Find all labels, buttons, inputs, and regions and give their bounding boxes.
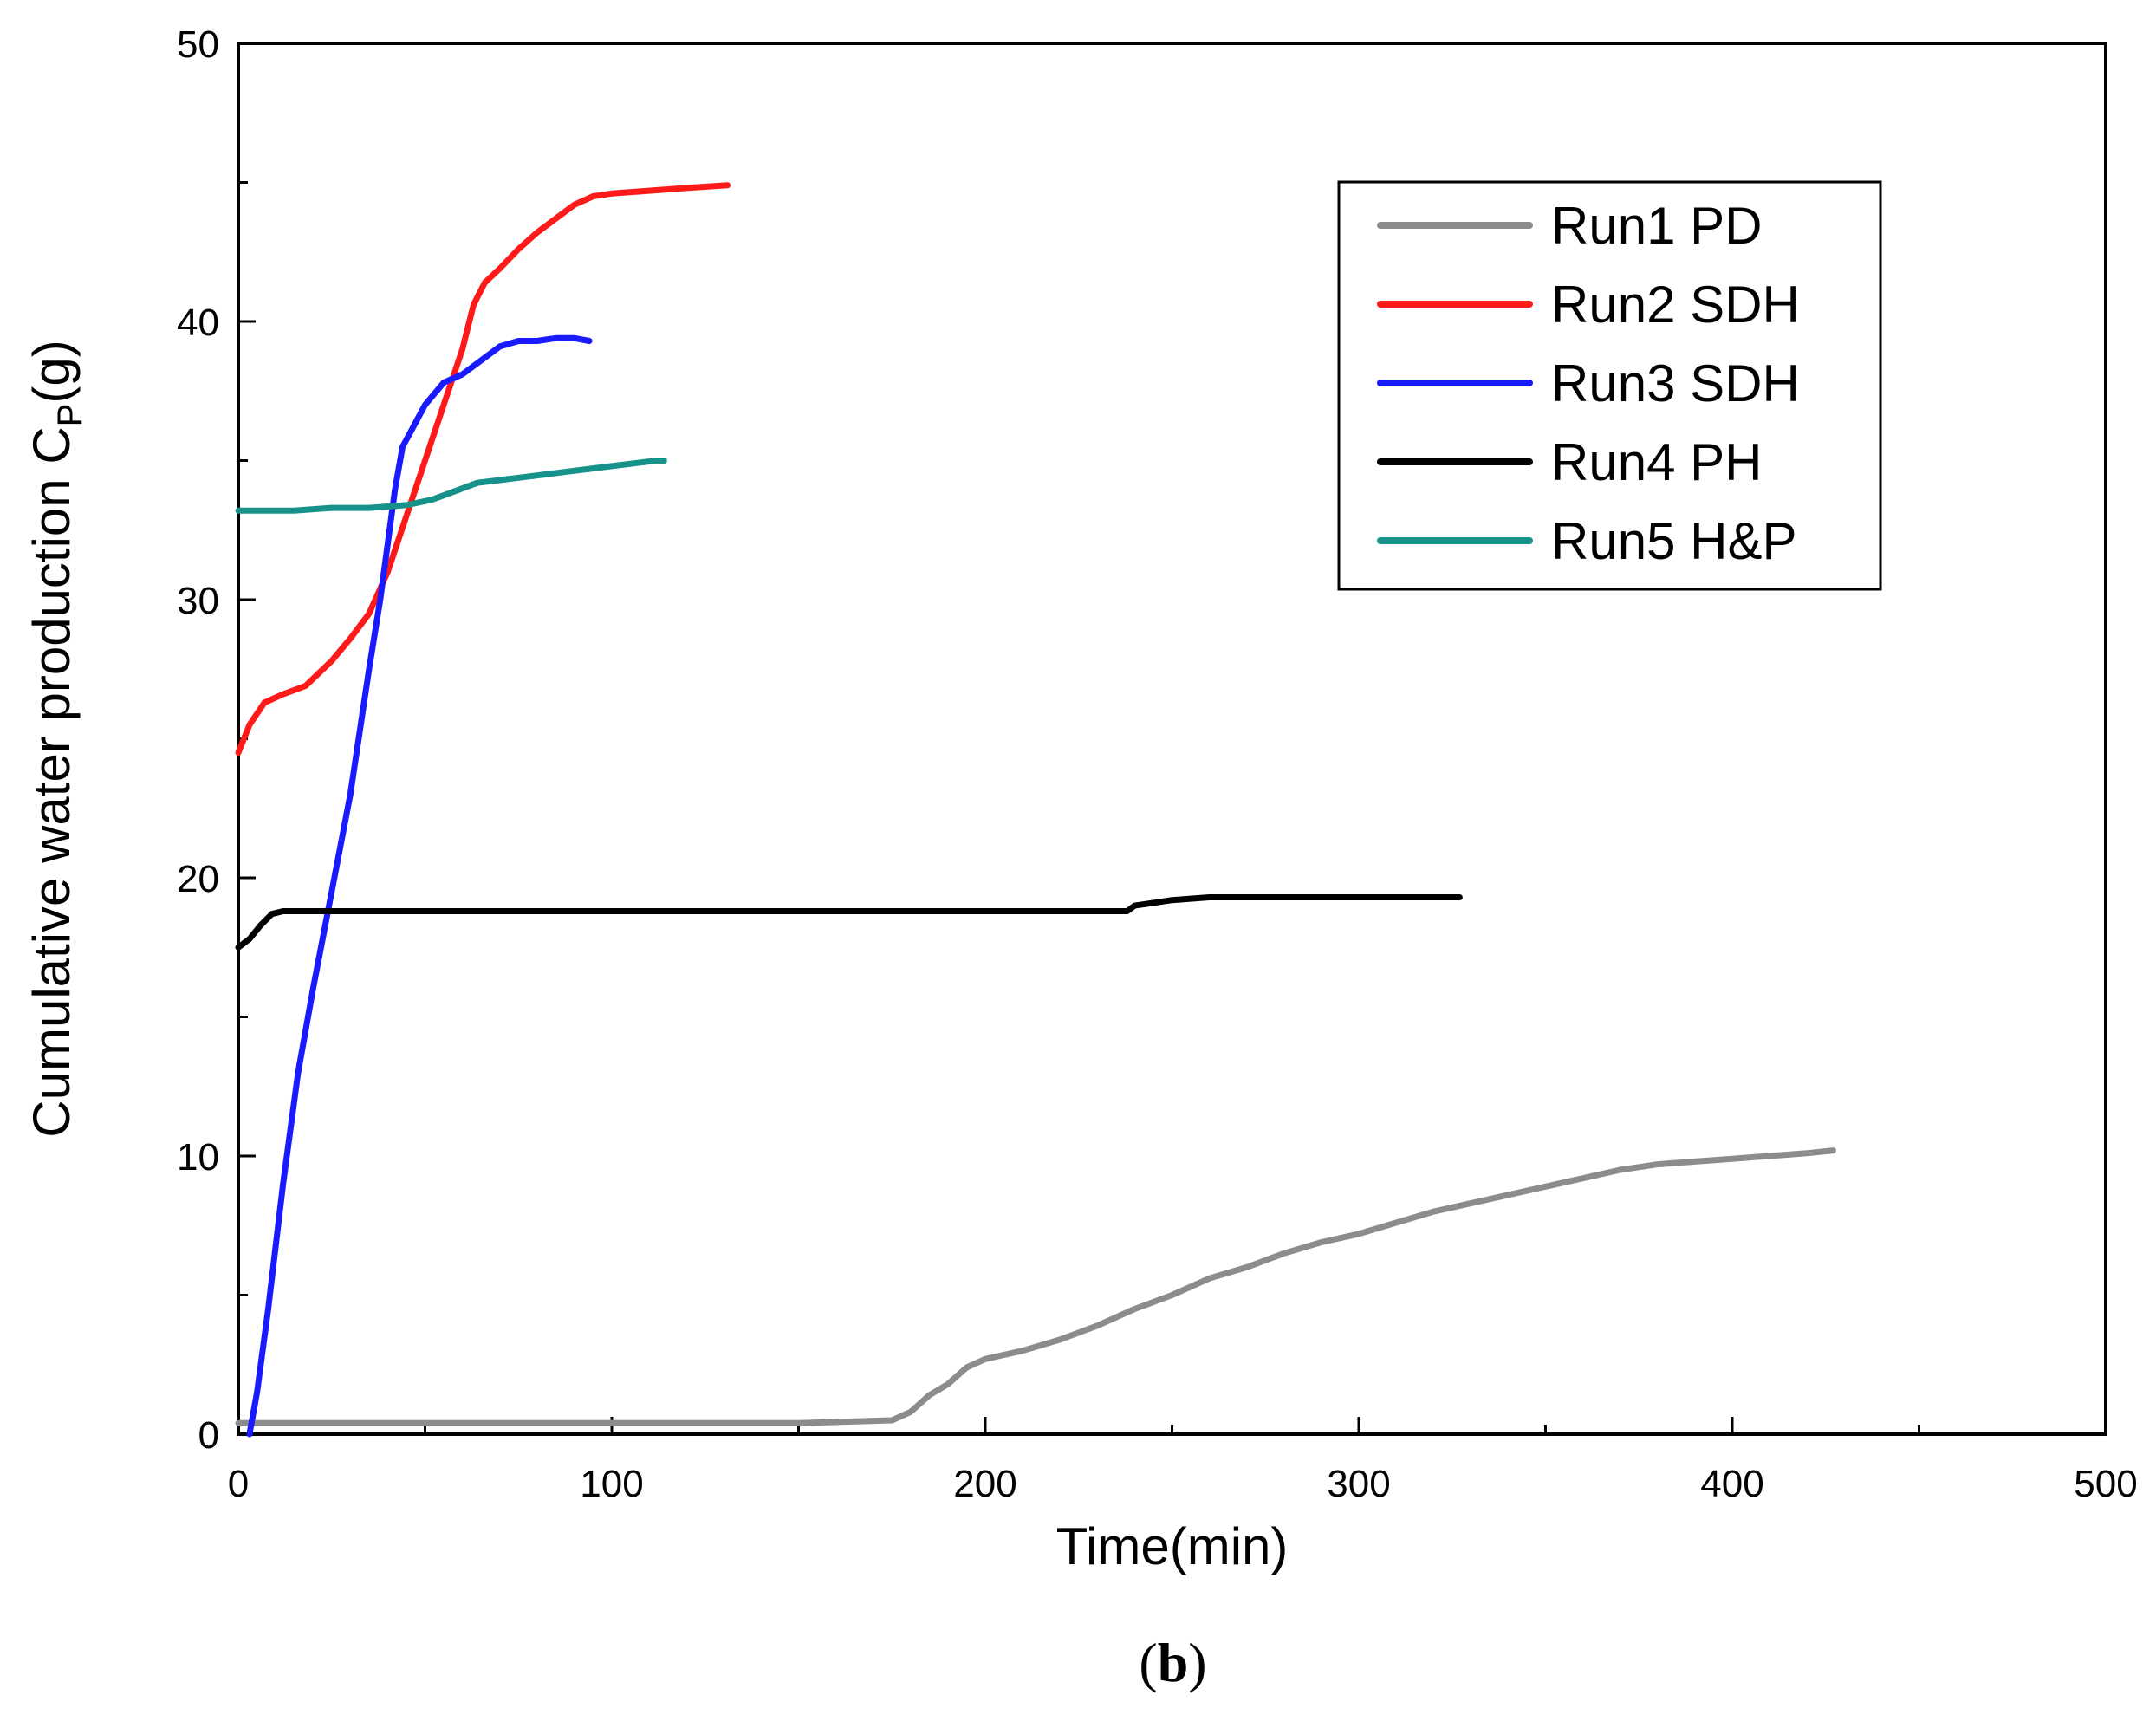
- y-axis-title: Cumulative water production CP(g): [23, 340, 89, 1137]
- x-tick-label: 300: [1327, 1463, 1390, 1505]
- legend-label: Run3 SDH: [1551, 354, 1800, 412]
- y-tick-label: 0: [198, 1414, 219, 1457]
- series-line-5: [235, 458, 667, 514]
- y-axis-title-subscript: P: [51, 404, 89, 427]
- legend-label: Run4 PH: [1551, 433, 1762, 491]
- figure-caption: (b): [1139, 1632, 1206, 1693]
- x-axis-title: Time(min): [1056, 1517, 1289, 1575]
- legend-label: Run5 H&P: [1551, 512, 1796, 570]
- x-tick-label: 500: [2074, 1463, 2137, 1505]
- y-tick-label: 20: [177, 858, 219, 900]
- series-line-2: [235, 182, 731, 757]
- x-tick-label: 200: [953, 1463, 1016, 1505]
- legend-label: Run2 SDH: [1551, 276, 1800, 334]
- legend-label: Run1 PD: [1551, 197, 1762, 255]
- y-axis-title-unit: (g): [23, 340, 81, 403]
- series-layer: [235, 182, 1836, 1438]
- legend: Run1 PD Run2 SDH Run3 SDH Run4 PH Run5 H&P: [1337, 180, 1882, 591]
- x-tick-label: 100: [580, 1463, 643, 1505]
- caption-letter: b: [1158, 1632, 1189, 1693]
- axis-ticks: 0 100 200 300 400 500 0 10 20 30 40 50: [177, 23, 2138, 1505]
- y-tick-label: 10: [177, 1136, 219, 1179]
- series-line-1: [235, 1147, 1836, 1426]
- caption-close-paren: ): [1188, 1632, 1206, 1693]
- series-line-4: [235, 894, 1463, 951]
- y-axis-title-main: Cumulative water production C: [23, 426, 81, 1137]
- y-tick-label: 30: [177, 580, 219, 622]
- x-tick-label: 0: [228, 1463, 249, 1505]
- x-tick-label: 400: [1700, 1463, 1763, 1505]
- y-tick-label: 50: [177, 23, 219, 66]
- caption-open-paren: (: [1139, 1632, 1157, 1693]
- y-tick-label: 40: [177, 302, 219, 344]
- series-line-3: [246, 334, 593, 1438]
